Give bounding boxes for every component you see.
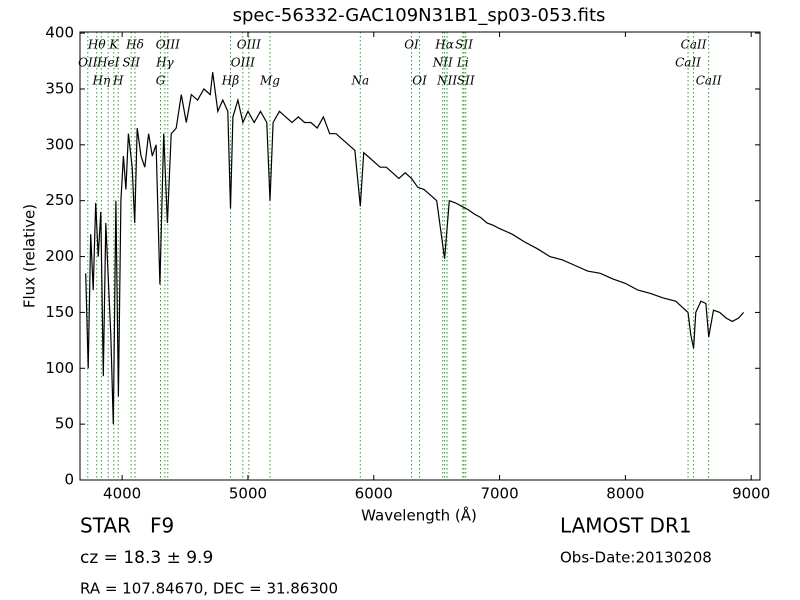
spectrum bbox=[85, 72, 745, 425]
spectral-line-label: Hα bbox=[434, 38, 454, 52]
spectral-line-label: Na bbox=[350, 74, 369, 88]
y-tick-label: 400 bbox=[45, 24, 74, 42]
spectral-line-label: OI bbox=[404, 38, 419, 52]
spectral-line-label: K bbox=[108, 38, 119, 52]
chart-title: spec-56332-GAC109N31B1_sp03-053.fits bbox=[233, 5, 606, 26]
y-tick-label: 0 bbox=[64, 471, 74, 489]
x-tick-label: 4000 bbox=[103, 485, 141, 503]
spectral-line-label: CaII bbox=[696, 74, 722, 88]
y-tick-label: 350 bbox=[45, 79, 74, 97]
y-tick-label: 100 bbox=[45, 359, 74, 377]
y-tick-label: 250 bbox=[45, 191, 74, 209]
spectral-line-label: NII bbox=[436, 74, 457, 88]
spectral-line-label: Hβ bbox=[221, 74, 239, 88]
spectral-line-label: OI bbox=[412, 74, 427, 88]
spectral-line-label: Hθ bbox=[87, 38, 106, 52]
spectral-line-label: OIII bbox=[237, 38, 261, 52]
coordinates: RA = 107.84670, DEC = 31.86300 bbox=[80, 580, 338, 598]
x-tick-label: 9000 bbox=[732, 485, 770, 503]
spectral-line-label: CaII bbox=[675, 56, 701, 70]
spectral-line-label: SII bbox=[457, 74, 475, 88]
spectral-line-label: Hη bbox=[92, 74, 111, 88]
spectral-line-label: SII bbox=[455, 38, 473, 52]
spectral-line-label: G bbox=[156, 74, 166, 88]
y-tick-label: 150 bbox=[45, 303, 74, 321]
y-axis-label: Flux (relative) bbox=[21, 204, 39, 308]
redshift: cz = 18.3 ± 9.9 bbox=[80, 548, 213, 568]
spectral-line-label: H bbox=[112, 74, 124, 88]
x-axis-label: Wavelength (Å) bbox=[361, 506, 477, 525]
y-tick-label: 50 bbox=[55, 415, 74, 433]
spectral-line-label: CaII bbox=[681, 38, 707, 52]
spectral-line-label: OIII bbox=[156, 38, 180, 52]
spectral-line-label: OIII bbox=[231, 56, 255, 70]
y-tick-label: 200 bbox=[45, 247, 74, 265]
plot-frame bbox=[79, 31, 761, 481]
x-tick-label: 5000 bbox=[229, 485, 267, 503]
spectral-line-label: Hδ bbox=[125, 38, 144, 52]
spectral-line-label: Mg bbox=[259, 74, 280, 88]
spectral-line-label: HeI bbox=[96, 56, 120, 70]
x-tick-label: 6000 bbox=[355, 485, 393, 503]
survey: LAMOST DR1 bbox=[560, 514, 692, 538]
spectral-line-label: SII bbox=[122, 56, 140, 70]
spectral-line-label: OII bbox=[78, 56, 98, 70]
x-tick-label: 8000 bbox=[606, 485, 644, 503]
obs-date: Obs-Date:20130208 bbox=[560, 549, 712, 567]
spectral-line-label: Li bbox=[456, 56, 469, 70]
x-tick-label: 7000 bbox=[480, 485, 518, 503]
y-tick-label: 300 bbox=[45, 135, 74, 153]
spectral-line-label: NII bbox=[432, 56, 453, 70]
object-class: STAR F9 bbox=[80, 514, 174, 538]
spectral-line-label: Hγ bbox=[155, 56, 174, 70]
